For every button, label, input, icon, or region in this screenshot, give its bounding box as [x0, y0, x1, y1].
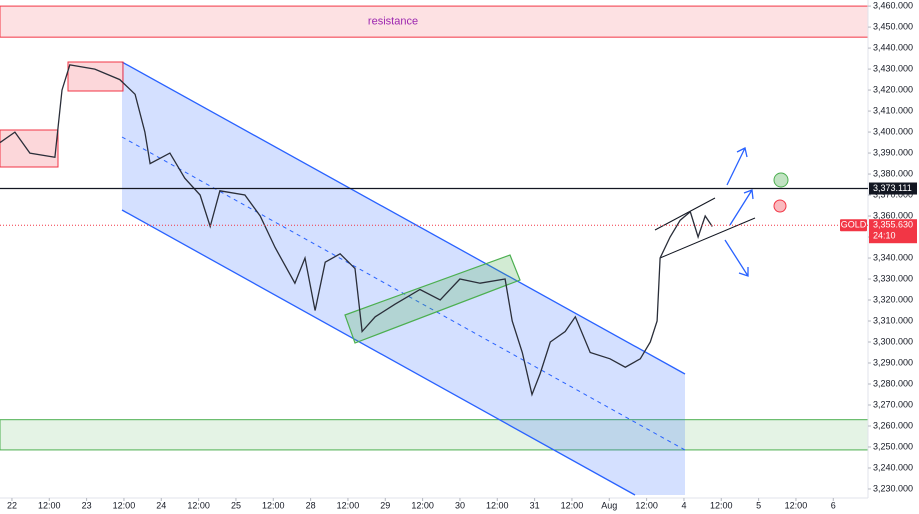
- x-tick-label: 30: [455, 500, 465, 510]
- x-tick-label: 12:00: [561, 500, 584, 510]
- symbol-label: GOLD: [841, 220, 867, 230]
- price-line: [0, 64, 713, 397]
- x-tick-label: 12:00: [187, 500, 210, 510]
- y-tick-label: 3,380.000: [873, 168, 913, 178]
- y-tick-label: 3,280.000: [873, 378, 913, 388]
- level-label-bg: [869, 182, 917, 195]
- x-tick-label: 29: [380, 500, 390, 510]
- wedge-line: [659, 217, 756, 259]
- y-tick-label: 3,450.000: [873, 21, 913, 31]
- x-tick-label: 12:00: [785, 500, 808, 510]
- x-tick-label: 12:00: [486, 500, 509, 510]
- last-price-bg: [869, 219, 917, 244]
- target-circle: [773, 172, 789, 188]
- y-tick-label: 3,240.000: [873, 462, 913, 472]
- channel-lower: [121, 209, 636, 496]
- y-tick-label: 3,230.000: [873, 483, 913, 493]
- y-tick-label: 3,250.000: [873, 441, 913, 451]
- y-tick-label: 3,320.000: [873, 294, 913, 304]
- x-tick-label: 24: [156, 500, 166, 510]
- flag-box: [344, 254, 521, 344]
- x-tick-label: 12:00: [337, 500, 360, 510]
- x-tick-label: 22: [7, 500, 17, 510]
- x-tick-label: 23: [82, 500, 92, 510]
- y-tick-label: 3,340.000: [873, 252, 913, 262]
- x-tick-label: 12:00: [113, 500, 136, 510]
- wedge-line: [654, 197, 716, 231]
- x-tick-label: 5: [756, 500, 761, 510]
- y-tick-label: 3,420.000: [873, 84, 913, 94]
- arrow-up: [729, 189, 754, 226]
- y-tick-label: 3,400.000: [873, 126, 913, 136]
- x-tick-label: Aug: [601, 500, 617, 510]
- arrow-up: [726, 147, 748, 186]
- y-tick-label: 3,300.000: [873, 336, 913, 346]
- y-tick-label: 3,330.000: [873, 273, 913, 283]
- x-tick-label: 4: [681, 500, 686, 510]
- channel-fill: [122, 62, 685, 495]
- y-tick-label: 3,390.000: [873, 147, 913, 157]
- y-tick-label: 3,440.000: [873, 42, 913, 52]
- x-tick-label: 6: [831, 500, 836, 510]
- stop-circle: [773, 199, 787, 213]
- x-tick-label: 12:00: [38, 500, 61, 510]
- y-tick-label: 3,310.000: [873, 315, 913, 325]
- arrow-down: [724, 239, 749, 277]
- x-tick-label: 12:00: [262, 500, 285, 510]
- zone-label: resistance: [368, 16, 418, 28]
- x-tick-label: 12:00: [411, 500, 434, 510]
- last-price-label: 3,355.630: [873, 220, 913, 230]
- countdown-label: 24:10: [873, 231, 896, 241]
- y-tick-label: 3,270.000: [873, 399, 913, 409]
- x-tick-label: 31: [530, 500, 540, 510]
- zone: [0, 419, 869, 451]
- y-tick-label: 3,430.000: [873, 63, 913, 73]
- supply-box: [0, 129, 59, 168]
- y-tick-label: 3,260.000: [873, 420, 913, 430]
- y-tick-label: 3,290.000: [873, 357, 913, 367]
- y-tick-label: 3,360.000: [873, 210, 913, 220]
- symbol-bg: [840, 219, 867, 232]
- x-tick-label: 28: [306, 500, 316, 510]
- axes: 3,230.000 3,240.000 3,250.000 3,260.000 3,27…: [7, 0, 913, 510]
- y-tick-label: 3,410.000: [873, 105, 913, 115]
- level-label: 3,373.111: [873, 183, 912, 193]
- x-tick-label: 25: [231, 500, 241, 510]
- zone: [0, 5, 869, 38]
- x-tick-label: 12:00: [635, 500, 658, 510]
- y-tick-label: 3,460.000: [873, 0, 913, 10]
- channel-upper: [121, 61, 686, 375]
- x-tick-label: 12:00: [710, 500, 733, 510]
